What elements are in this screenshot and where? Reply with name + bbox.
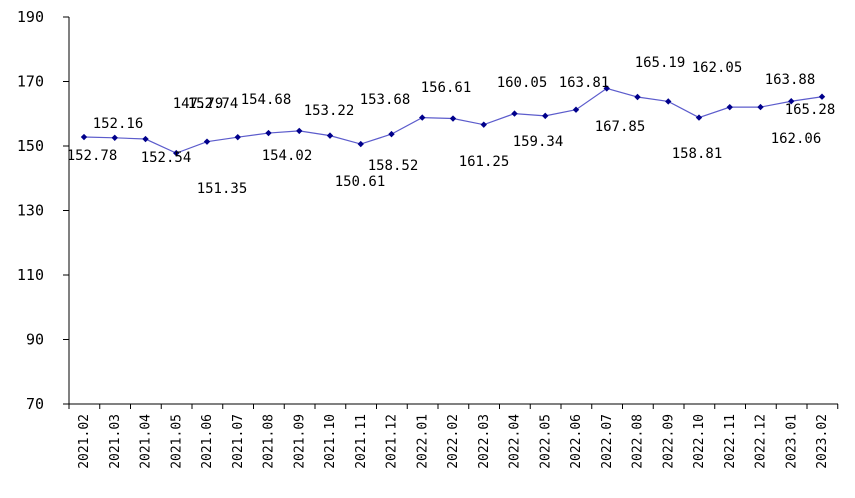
x-tick-label: 2022.06 [569,414,584,469]
data-label: 158.52 [368,158,419,174]
x-tick-label: 2022.01 [415,414,430,469]
x-tick-label: 2021.05 [169,414,184,469]
data-point [265,129,272,137]
x-tick-label: 2022.05 [538,414,553,469]
data-point [173,149,180,157]
data-point [388,130,395,138]
x-tick-label: 2021.06 [200,414,215,469]
data-point [572,106,580,113]
x-tick-label: 2021.02 [77,414,92,469]
x-tick-label: 2022.04 [508,414,523,469]
data-point [726,103,733,111]
data-point [480,121,487,128]
data-point [111,134,118,142]
x-tick-label: 2021.04 [139,414,154,469]
data-label: 154.02 [262,148,313,164]
data-label: 152.74 [188,96,239,112]
data-label: 163.88 [765,72,816,88]
x-tick-label: 2022.11 [723,414,738,469]
data-point [449,115,457,122]
data-label: 165.28 [785,102,836,118]
data-point [142,135,149,143]
data-label: 163.81 [559,75,610,91]
x-tick-label: 2021.09 [292,414,307,469]
data-label: 151.35 [197,181,248,197]
y-tick-label: 150 [17,137,44,155]
data-point [80,133,88,141]
x-tick-label: 2021.08 [262,414,277,469]
data-label: 147.79 [173,96,224,112]
data-point [296,127,303,135]
series-line [80,85,826,157]
data-label: 152.78 [67,148,118,164]
data-label: 158.81 [672,146,723,162]
y-tick-label: 70 [26,395,44,413]
data-point [203,138,211,145]
data-point [665,98,672,105]
y-tick-label: 90 [26,331,44,349]
data-point [357,140,364,148]
x-tick-label: 2023.02 [815,414,830,469]
data-point [634,93,641,101]
data-label: 152.54 [141,150,192,166]
x-axis: 2021.02 2021.03 2021.04 2021.05 2021.06 2021.… [68,403,839,469]
x-tick-label: 2023.01 [784,414,799,469]
x-tick-label: 2022.08 [631,414,646,469]
x-tick-label: 2022.10 [692,414,707,469]
x-tick-label: 2021.12 [385,414,400,469]
x-tick-label: 2022.02 [446,414,461,469]
data-point [695,114,703,121]
y-tick-label: 130 [17,202,44,220]
y-tick-label: 190 [17,8,44,26]
data-point [788,98,795,105]
data-label: 153.22 [304,103,355,119]
data-point [603,85,610,92]
data-point [419,114,426,121]
data-label: 150.61 [335,174,386,190]
data-point [542,112,549,120]
data-label: 161.25 [459,154,510,170]
data-label: 152.16 [93,116,144,132]
data-point [757,103,764,111]
x-tick-label: 2022.12 [754,414,769,469]
data-point [326,132,334,139]
data-label: 165.19 [635,55,686,71]
x-tick-label: 2021.07 [231,414,246,469]
x-tick-label: 2021.10 [323,414,338,469]
data-label: 159.34 [513,134,564,150]
data-label: 160.05 [497,75,548,91]
x-tick-label: 2022.09 [661,414,676,469]
y-tick-label: 110 [17,266,44,284]
data-label: 162.05 [692,60,743,76]
data-label: 154.68 [241,92,292,108]
data-label: 162.06 [771,131,822,147]
x-tick-label: 2021.03 [108,414,123,469]
data-point [818,93,826,100]
data-point [511,110,518,117]
data-label: 167.85 [595,119,646,135]
x-tick-label: 2022.07 [600,414,615,469]
x-tick-label: 2022.03 [477,414,492,469]
y-tick-label: 170 [17,73,44,91]
data-point [234,133,241,141]
data-label: 153.68 [360,92,411,108]
data-label: 156.61 [421,80,472,96]
y-axis: 70 90 110 130 150 170 190 [17,8,70,413]
x-tick-label: 2021.11 [354,414,369,469]
